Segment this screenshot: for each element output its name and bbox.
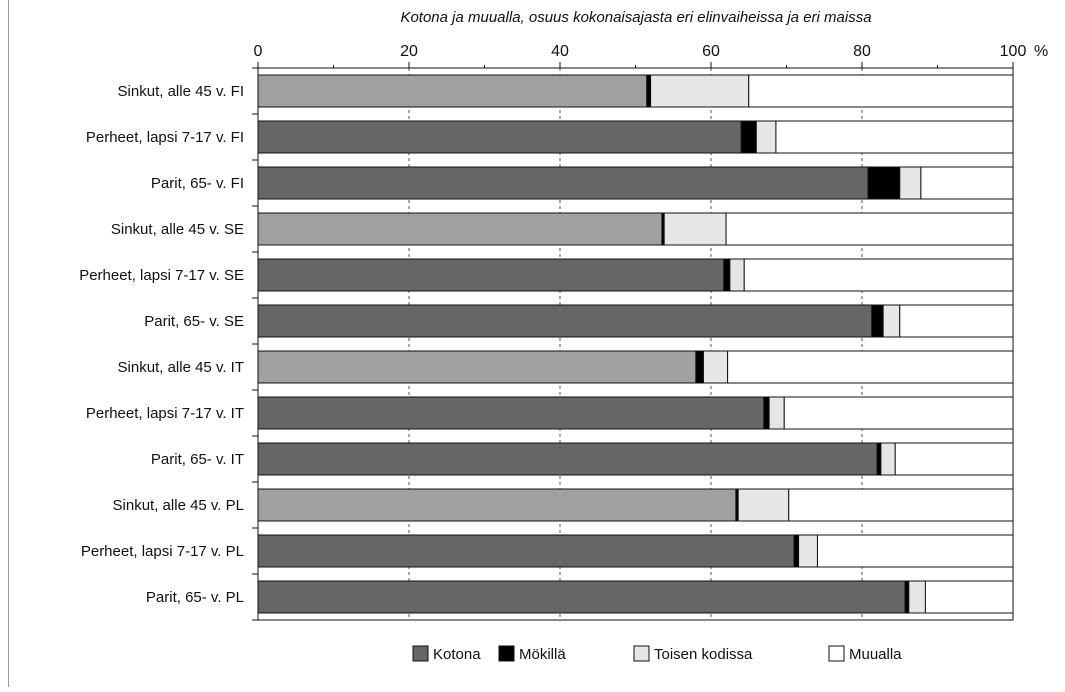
- bar-segment-muualla-7: [727, 350, 1014, 384]
- x-unit-label: %: [1034, 43, 1048, 60]
- category-label-8: Perheet, lapsi 7-17 v. IT: [86, 405, 244, 422]
- bar-segment-kotona-7: [257, 350, 697, 384]
- bar-segment-toisen-kodissa-3: [899, 166, 922, 200]
- bar-segment-kotona-4: [257, 212, 663, 246]
- bar-segment-m-kill-6: [871, 304, 884, 338]
- bar-segment-kotona-11: [257, 534, 795, 568]
- legend-label-kotona: Kotona: [433, 646, 481, 663]
- bar-segment-toisen-kodissa-9: [880, 442, 896, 476]
- legend-label-muualla: Muualla: [849, 646, 902, 663]
- x-tick-label-20: 20: [400, 43, 418, 60]
- bar-segment-m-kill-11: [793, 534, 800, 568]
- category-label-5: Perheet, lapsi 7-17 v. SE: [79, 267, 244, 284]
- legend-label-toisen-kodissa: Toisen kodissa: [654, 646, 753, 663]
- y-axis: Sinkut, alle 45 v. FI Perheet, lapsi 7-17…: [79, 67, 258, 621]
- bar-segment-kotona-6: [257, 304, 873, 338]
- bar-segment-m-kill-9: [876, 442, 882, 476]
- x-tick-label-60: 60: [702, 43, 720, 60]
- x-tick-label-80: 80: [853, 43, 871, 60]
- x-tick-label-40: 40: [551, 43, 569, 60]
- category-label-12: Parit, 65- v. PL: [146, 589, 244, 606]
- bar-segment-m-kill-7: [695, 350, 704, 384]
- category-label-11: Perheet, lapsi 7-17 v. PL: [81, 543, 244, 560]
- bars-layer: [257, 74, 1014, 614]
- legend-swatch-kotona: [412, 645, 429, 662]
- bar-segment-muualla-6: [899, 304, 1014, 338]
- bar-segment-muualla-1: [748, 74, 1014, 108]
- category-label-10: Sinkut, alle 45 v. PL: [113, 497, 244, 514]
- legend-label-m-kill: Mökillä: [519, 646, 566, 663]
- bar-segment-toisen-kodissa-7: [702, 350, 729, 384]
- bar-segment-toisen-kodissa-12: [908, 580, 926, 614]
- bar-segment-muualla-11: [816, 534, 1014, 568]
- bar-segment-kotona-9: [257, 442, 878, 476]
- bar-segment-toisen-kodissa-4: [663, 212, 727, 246]
- bar-segment-m-kill-8: [763, 396, 770, 430]
- chart-title: Kotona ja muualla, osuus kokonaisajasta …: [400, 9, 871, 26]
- grid-layer: [408, 68, 863, 620]
- bar-segment-kotona-12: [257, 580, 906, 614]
- bar-segment-muualla-2: [775, 120, 1014, 154]
- bar-segment-m-kill-5: [723, 258, 731, 292]
- bar-segment-toisen-kodissa-1: [650, 74, 750, 108]
- bar-segment-muualla-10: [788, 488, 1014, 522]
- legend: Kotona Mökillä Toisen kodissa Muualla: [412, 645, 902, 663]
- bar-segment-m-kill-2: [740, 120, 757, 154]
- bar-segment-m-kill-1: [646, 74, 652, 108]
- bar-segment-m-kill-3: [867, 166, 901, 200]
- category-label-7: Sinkut, alle 45 v. IT: [118, 359, 244, 376]
- bar-segment-muualla-9: [894, 442, 1014, 476]
- legend-swatch-m-kill: [498, 645, 515, 662]
- bar-segment-m-kill-12: [904, 580, 910, 614]
- bar-segment-muualla-8: [783, 396, 1014, 430]
- bar-segment-toisen-kodissa-8: [768, 396, 785, 430]
- x-tick-label-0: 0: [254, 43, 263, 60]
- bar-segment-kotona-1: [257, 74, 648, 108]
- bar-segment-muualla-5: [743, 258, 1014, 292]
- category-label-4: Sinkut, alle 45 v. SE: [111, 221, 244, 238]
- bar-segment-toisen-kodissa-6: [882, 304, 901, 338]
- legend-swatch-toisen-kodissa: [633, 645, 650, 662]
- bar-segment-kotona-3: [257, 166, 869, 200]
- bar-segment-toisen-kodissa-11: [798, 534, 818, 568]
- x-axis: % 0 20 40 60 80 100: [254, 43, 1048, 68]
- category-label-3: Parit, 65- v. FI: [151, 175, 244, 192]
- bar-segment-kotona-5: [257, 258, 725, 292]
- category-label-6: Parit, 65- v. SE: [144, 313, 244, 330]
- bar-segment-kotona-8: [257, 396, 765, 430]
- bar-segment-muualla-12: [924, 580, 1014, 614]
- legend-swatch-muualla: [828, 645, 845, 662]
- category-label-9: Parit, 65- v. IT: [151, 451, 244, 468]
- page-left-rule: [8, 0, 9, 687]
- category-label-2: Perheet, lapsi 7-17 v. FI: [86, 129, 244, 146]
- category-label-1: Sinkut, alle 45 v. FI: [118, 83, 244, 100]
- bar-segment-kotona-10: [257, 488, 737, 522]
- bar-segment-toisen-kodissa-2: [755, 120, 777, 154]
- bar-segment-muualla-3: [920, 166, 1014, 200]
- x-tick-label-100: 100: [1000, 43, 1027, 60]
- bar-segment-muualla-4: [725, 212, 1014, 246]
- bar-segment-toisen-kodissa-10: [737, 488, 790, 522]
- bar-segment-kotona-2: [257, 120, 742, 154]
- bar-segment-toisen-kodissa-5: [729, 258, 745, 292]
